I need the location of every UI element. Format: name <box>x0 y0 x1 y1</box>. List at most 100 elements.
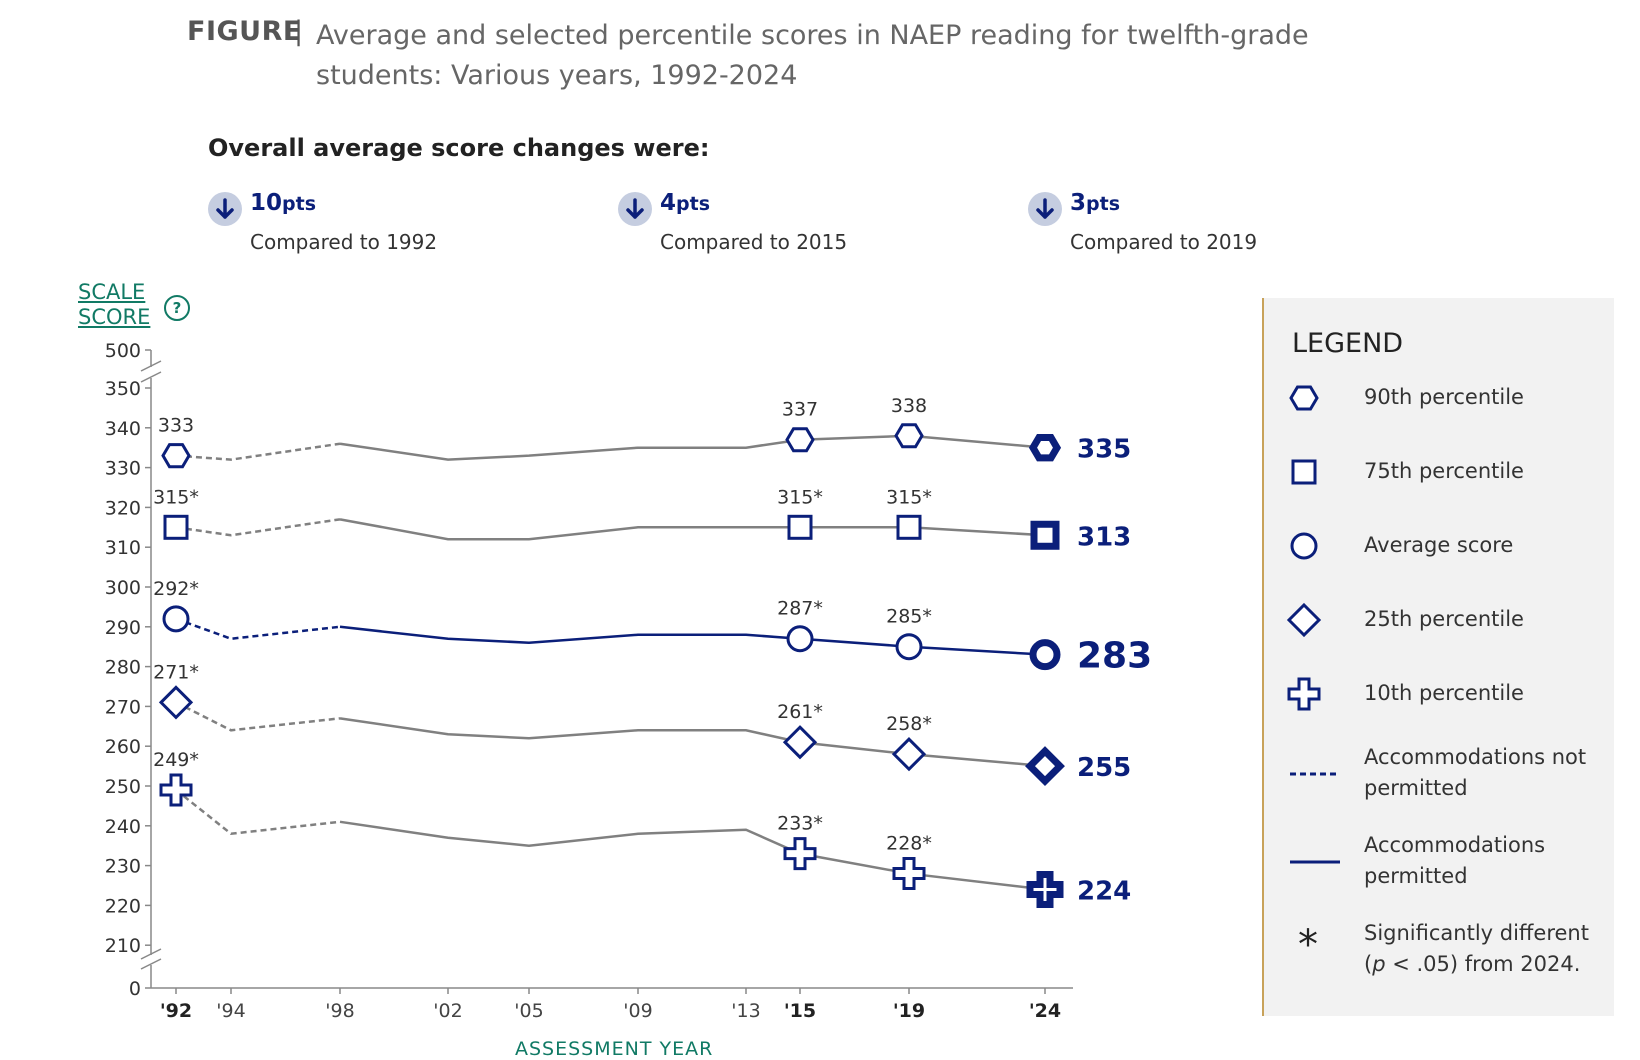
series-line-dashed-circle <box>175 617 341 641</box>
x-axis-title[interactable]: ASSESSMENT YEAR <box>515 1038 714 1060</box>
series-marker <box>785 427 815 453</box>
square-icon <box>1291 459 1317 485</box>
x-tick-label: '92 <box>160 1000 192 1022</box>
down-arrow-icon <box>208 192 242 226</box>
y-tick-label: 290 <box>105 617 141 639</box>
y-tick-label: 210 <box>105 935 141 957</box>
data-label: 249* <box>153 749 199 771</box>
figure-title: Average and selected percentile scores i… <box>316 20 1309 91</box>
x-tick-label: '13 <box>731 1000 760 1022</box>
series-marker <box>161 443 191 469</box>
end-value-label: 335 <box>1077 435 1131 465</box>
y-tick-label: 320 <box>105 497 141 519</box>
series-marker <box>895 633 923 661</box>
y-tick-label: 340 <box>105 418 141 440</box>
y-tick-label: 300 <box>105 577 141 599</box>
series-marker <box>162 605 190 633</box>
hexagon-icon <box>1289 385 1319 411</box>
score-change-1992: 10pts Compared to 1992 <box>208 190 568 260</box>
series-marker <box>892 857 926 891</box>
series-line-solid-hexagon <box>339 434 1046 461</box>
series-line-solid-diamond <box>339 717 1046 768</box>
y-tick-label: 0 <box>129 978 141 1000</box>
series-marker <box>782 725 818 760</box>
line-chart: 0 210 220 230 240 250 260 270 280 290 300 310 320 330… <box>105 340 1152 1022</box>
y-tick-label: 310 <box>105 537 141 559</box>
legend-title: LEGEND <box>1292 328 1404 359</box>
series-line-solid-square <box>339 518 1046 541</box>
circle-icon <box>1290 532 1318 560</box>
y-tick-label: 250 <box>105 776 141 798</box>
series-marker <box>1026 870 1064 908</box>
series-marker <box>1029 639 1061 671</box>
series-marker <box>894 423 924 449</box>
down-arrow-icon <box>1028 192 1062 226</box>
figure-separator: | <box>294 16 304 47</box>
y-tick-label: 220 <box>105 895 141 917</box>
asterisk-icon: * <box>1298 922 1318 968</box>
axis-break-mark <box>140 360 162 372</box>
end-value-label: 283 <box>1077 636 1152 677</box>
solid-line-icon <box>1290 860 1340 864</box>
y-tick-label: 270 <box>105 696 141 718</box>
y-axis-title-line2: SCORE <box>78 305 151 329</box>
y-tick-label: 500 <box>105 340 141 362</box>
data-label: 338 <box>891 395 927 417</box>
cross-icon <box>1287 677 1321 711</box>
y-axis-title[interactable]: SCALE SCORE <box>78 280 150 330</box>
data-label: 315* <box>153 486 199 508</box>
end-value-label: 313 <box>1077 522 1131 552</box>
y-tick-label: 240 <box>105 816 141 838</box>
data-label: 315* <box>886 486 932 508</box>
data-label: 315* <box>777 486 823 508</box>
series-marker <box>158 685 194 720</box>
x-tick-label: '09 <box>623 1000 652 1022</box>
change-points: 10pts <box>250 190 317 216</box>
series-line-dashed-hexagon <box>175 442 341 461</box>
axis-break-mark <box>140 958 162 970</box>
data-label: 228* <box>886 833 932 855</box>
axis-break-mark <box>140 371 162 383</box>
x-tick-label: '05 <box>514 1000 543 1022</box>
end-value-label: 255 <box>1077 753 1131 783</box>
series-marker <box>1028 434 1062 462</box>
series-line-solid-cross <box>339 820 1046 891</box>
diamond-icon <box>1286 602 1322 638</box>
y-tick-label: 260 <box>105 736 141 758</box>
score-change-2015: 4pts Compared to 2015 <box>618 190 978 260</box>
change-comparison: Compared to 1992 <box>250 230 438 254</box>
series-line-dashed-cross <box>175 789 341 836</box>
data-label: 258* <box>886 713 932 735</box>
series-line-solid-circle <box>339 625 1046 656</box>
score-changes-heading: Overall average score changes were: <box>208 134 710 162</box>
series-marker <box>163 514 189 540</box>
figure-label: FIGURE <box>187 16 302 47</box>
change-comparison: Compared to 2015 <box>660 230 848 254</box>
x-tick-label: '98 <box>325 1000 354 1022</box>
end-value-label: 224 <box>1077 876 1131 906</box>
series-line-dashed-square <box>175 518 341 537</box>
change-points: 3pts <box>1070 190 1121 216</box>
y-tick-label: 230 <box>105 856 141 878</box>
data-label: 287* <box>777 598 823 620</box>
x-tick-label: '24 <box>1029 1000 1061 1022</box>
data-label: 292* <box>153 578 199 600</box>
data-label: 337 <box>782 399 818 421</box>
series-line-dashed-diamond <box>175 701 341 732</box>
series-marker <box>159 773 193 807</box>
change-comparison: Compared to 2019 <box>1070 230 1258 254</box>
score-change-2019: 3pts Compared to 2019 <box>1028 190 1388 260</box>
change-points: 4pts <box>660 190 711 216</box>
series-marker <box>786 625 814 653</box>
x-tick-label: '15 <box>784 1000 816 1022</box>
y-axis-title-line1: SCALE <box>78 280 146 304</box>
data-label: 333 <box>158 415 194 437</box>
series-marker <box>787 514 813 540</box>
legend-panel: LEGEND 90th percentile 75th percentile A… <box>1262 298 1614 1016</box>
x-tick-label: '94 <box>216 1000 245 1022</box>
y-tick-label: 350 <box>105 378 141 400</box>
help-icon[interactable]: ? <box>164 295 190 321</box>
series-marker <box>783 837 817 871</box>
data-label: 271* <box>153 661 199 683</box>
axis-break-mark <box>140 948 162 960</box>
